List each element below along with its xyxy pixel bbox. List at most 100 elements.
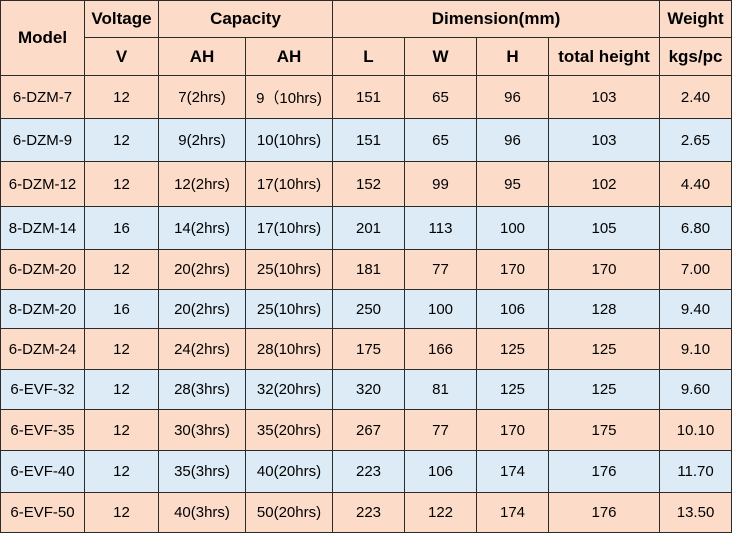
voltage-cell: 12 [84,450,159,493]
capacity-short-cell: 28(3hrs) [158,369,246,410]
height-cell: 96 [476,75,549,119]
capacity-long-cell: 17(10hrs) [245,161,333,207]
height-cell: 174 [476,450,549,493]
total-height-cell: 103 [547,75,661,119]
table-row: 6-EVF-35 12 30(3hrs) 35(20hrs) 267 77 170 175 10… [0,409,733,451]
weight-cell: 4.40 [659,161,733,207]
header-total-height: total height [547,37,661,76]
voltage-cell: 16 [84,206,159,250]
table-row: 6-EVF-40 12 35(3hrs) 40(20hrs) 223 106 174 176 1… [0,450,733,493]
voltage-cell: 12 [84,161,159,207]
table-row: 8-DZM-20 16 20(2hrs) 25(10hrs) 250 100 106 128 9… [0,289,733,329]
capacity-short-cell: 30(3hrs) [158,409,246,451]
model-cell: 8-DZM-14 [0,206,85,250]
model-cell: 6-EVF-35 [0,409,85,451]
header-dim-l: L [332,37,405,76]
header-voltage: Voltage [84,0,159,38]
total-height-cell: 125 [547,369,661,410]
height-cell: 125 [476,369,549,410]
capacity-long-cell: 25(10hrs) [245,249,333,290]
width-cell: 100 [404,289,477,329]
width-cell: 106 [404,450,477,493]
total-height-cell: 103 [547,118,661,162]
length-cell: 175 [332,328,405,370]
width-cell: 99 [404,161,477,207]
header-dimension: Dimension(mm) [331,0,661,38]
capacity-long-cell: 35(20hrs) [245,409,333,451]
capacity-long-cell: 40(20hrs) [245,450,333,493]
header-voltage-unit: V [84,37,159,76]
height-cell: 125 [476,328,549,370]
model-cell: 6-EVF-40 [0,450,85,493]
weight-cell: 9.60 [659,369,733,410]
voltage-cell: 12 [84,492,159,533]
weight-cell: 7.00 [659,249,733,290]
capacity-short-cell: 12(2hrs) [158,161,246,207]
length-cell: 320 [332,369,405,410]
capacity-short-cell: 24(2hrs) [158,328,246,370]
capacity-long-cell: 32(20hrs) [245,369,333,410]
voltage-cell: 16 [84,289,159,329]
capacity-short-cell: 20(2hrs) [158,289,246,329]
total-height-cell: 105 [547,206,661,250]
table-row: 8-DZM-14 16 14(2hrs) 17(10hrs) 201 113 100 105 6… [0,206,733,250]
table-row: 6-DZM-7 12 7(2hrs) 9（10hrs) 151 65 96 103 2.40 [0,75,733,119]
header-dim-w: W [404,37,477,76]
capacity-long-cell: 10(10hrs) [245,118,333,162]
header-capacity-unit-2: AH [245,37,333,76]
capacity-short-cell: 7(2hrs) [158,75,246,119]
weight-cell: 9.10 [659,328,733,370]
total-height-cell: 128 [547,289,661,329]
model-cell: 6-EVF-32 [0,369,85,410]
voltage-cell: 12 [84,328,159,370]
capacity-long-cell: 25(10hrs) [245,289,333,329]
width-cell: 113 [404,206,477,250]
height-cell: 170 [476,249,549,290]
model-cell: 6-EVF-50 [0,492,85,533]
height-cell: 95 [476,161,549,207]
header-capacity-unit-1: AH [158,37,246,76]
length-cell: 223 [332,492,405,533]
height-cell: 96 [476,118,549,162]
table-row: 6-EVF-32 12 28(3hrs) 32(20hrs) 320 81 125 125 9.… [0,369,733,410]
header-weight: Weight [659,0,733,38]
header-weight-unit: kgs/pc [659,37,733,76]
height-cell: 174 [476,492,549,533]
voltage-cell: 12 [84,409,159,451]
table-row: 6-DZM-12 12 12(2hrs) 17(10hrs) 152 99 95 102 4.4… [0,161,733,207]
total-height-cell: 170 [547,249,661,290]
table-row: 6-EVF-50 12 40(3hrs) 50(20hrs) 223 122 174 176 1… [0,492,733,533]
table-row: 6-DZM-24 12 24(2hrs) 28(10hrs) 175 166 125 125 9… [0,328,733,370]
model-cell: 6-DZM-7 [0,75,85,119]
length-cell: 267 [332,409,405,451]
width-cell: 122 [404,492,477,533]
model-cell: 8-DZM-20 [0,289,85,329]
length-cell: 181 [332,249,405,290]
height-cell: 100 [476,206,549,250]
weight-cell: 11.70 [659,450,733,493]
width-cell: 81 [404,369,477,410]
width-cell: 65 [404,118,477,162]
header-model: Model [0,0,85,76]
weight-cell: 13.50 [659,492,733,533]
total-height-cell: 176 [547,492,661,533]
capacity-long-cell: 28(10hrs) [245,328,333,370]
weight-cell: 9.40 [659,289,733,329]
voltage-cell: 12 [84,249,159,290]
width-cell: 65 [404,75,477,119]
table-body: 6-DZM-7 12 7(2hrs) 9（10hrs) 151 65 96 103 2.40 6-… [0,75,733,533]
total-height-cell: 125 [547,328,661,370]
table-row: 6-DZM-9 12 9(2hrs) 10(10hrs) 151 65 96 103 2.65 [0,118,733,162]
length-cell: 223 [332,450,405,493]
weight-cell: 2.40 [659,75,733,119]
header-row-top: Model Voltage Capacity Dimension(mm) Wei… [0,0,733,76]
capacity-long-cell: 9（10hrs) [245,75,333,119]
capacity-short-cell: 35(3hrs) [158,450,246,493]
total-height-cell: 102 [547,161,661,207]
model-cell: 6-DZM-9 [0,118,85,162]
length-cell: 201 [332,206,405,250]
model-cell: 6-DZM-24 [0,328,85,370]
total-height-cell: 175 [547,409,661,451]
header-row-units: V AH AH L W H total height kgs/pc [1,37,733,76]
